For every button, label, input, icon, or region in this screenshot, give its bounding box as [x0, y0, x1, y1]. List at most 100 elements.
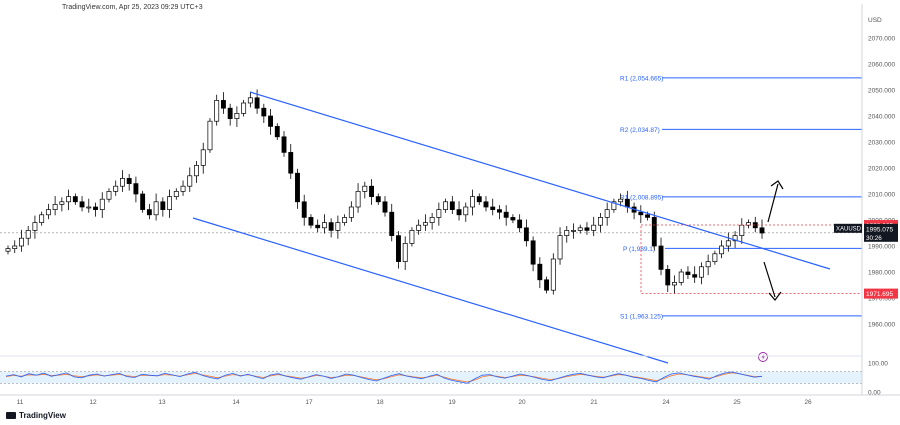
chart-header: TradingView.com, Apr 25, 2023 09:29 UTC+…: [62, 4, 203, 11]
time-tick-label: 20: [518, 399, 526, 406]
bull-candle: [604, 209, 610, 218]
bear-candle: [281, 136, 287, 153]
bear-candle: [517, 219, 523, 229]
bear-candle: [584, 227, 590, 231]
bull-candle: [19, 237, 24, 247]
tv-logo-icon: [6, 412, 16, 419]
osc-band: [0, 371, 862, 384]
bear-candle: [72, 196, 78, 203]
bear-candle: [503, 211, 509, 218]
bear-candle: [638, 211, 644, 216]
osc-main-line: [5, 371, 763, 384]
bear-candle: [537, 263, 543, 281]
last-price-tag-bg: [864, 223, 898, 242]
bull-candle: [732, 235, 738, 242]
bull-candle: [362, 185, 368, 192]
bull-candle: [173, 191, 179, 197]
candles-layer: [5, 89, 765, 295]
bear-candle: [369, 185, 374, 197]
price-tick-label: 1970.000: [868, 296, 895, 303]
bull-candle: [402, 243, 408, 262]
bull-candle: [746, 222, 751, 226]
bull-candle: [200, 149, 206, 166]
bull-candle: [99, 198, 105, 210]
bear-candle: [510, 217, 516, 221]
bull-candle: [725, 240, 731, 247]
bull-candle: [180, 185, 186, 192]
price-tick-label: 2050.000: [868, 88, 895, 95]
tradingview-logo: TradingView: [6, 411, 66, 420]
bull-candle: [187, 175, 193, 187]
bull-candle: [106, 191, 112, 200]
bull-candle: [739, 224, 745, 236]
bull-candle: [52, 204, 58, 210]
bear-candle: [79, 201, 85, 208]
bear-candle: [490, 206, 496, 210]
price-tick-label: 2020.000: [868, 166, 895, 173]
bull-candle: [355, 191, 361, 208]
time-tick-label: 11: [17, 399, 24, 406]
bear-candle: [295, 172, 300, 203]
pivot-level-label: R2 (2,034.87): [620, 127, 660, 134]
bull-candle: [429, 217, 435, 223]
bear-candle: [140, 193, 146, 210]
bull-candle: [719, 245, 725, 255]
bull-candle: [86, 206, 92, 209]
bull-candle: [705, 261, 711, 268]
bear-candle: [544, 279, 550, 291]
lightning-icon-glyph: [761, 353, 765, 361]
countdown-text: 30:26: [866, 235, 882, 242]
bear-candle: [160, 201, 166, 210]
osc-tick-label: 0.00: [868, 390, 881, 397]
arrow-down-head: [768, 291, 782, 301]
bear-candle: [396, 235, 401, 262]
bear-candle: [268, 115, 273, 127]
osc-signal-line: [5, 372, 763, 383]
bear-candle: [301, 201, 307, 218]
bull-candle: [39, 214, 45, 223]
bear-candle: [382, 201, 388, 213]
bull-candle: [5, 248, 11, 252]
time-tick-label: 14: [232, 399, 240, 406]
bear-candle: [315, 224, 321, 229]
channel-upper-line: [249, 91, 831, 270]
bull-candle: [591, 224, 597, 231]
bull-candle: [698, 266, 704, 278]
bear-candle: [476, 196, 482, 203]
bear-candle: [456, 209, 462, 216]
bull-candle: [153, 201, 159, 216]
bull-candle: [557, 235, 563, 260]
bull-candle: [32, 222, 38, 231]
bear-candle: [146, 209, 152, 216]
bear-candle: [685, 271, 691, 275]
bull-candle: [167, 196, 173, 210]
price-tick-label: 1980.000: [868, 270, 895, 277]
time-tick-label: 26: [804, 399, 812, 406]
last-price-text: 1995.075: [866, 226, 893, 233]
currency-label: USD: [868, 17, 882, 24]
bear-candle: [759, 227, 765, 234]
price-tick-label: 2060.000: [868, 62, 895, 69]
bull-candle: [409, 230, 415, 244]
bull-candle: [241, 102, 247, 114]
bull-candle: [113, 185, 119, 192]
price-tick-label: 2070.000: [868, 36, 895, 43]
bull-candle: [463, 206, 469, 216]
price-tick-label: 2030.000: [868, 140, 895, 147]
channel-lower-line: [192, 217, 669, 364]
bear-candle: [227, 107, 233, 119]
bull-candle: [335, 222, 341, 231]
bull-candle: [678, 271, 684, 283]
bull-candle: [416, 224, 422, 231]
bull-candle: [712, 253, 718, 262]
bear-candle: [220, 100, 226, 109]
bull-candle: [321, 222, 327, 229]
lightning-icon: [758, 352, 768, 362]
price-tick-label: 2010.000: [868, 192, 895, 199]
range-box: [640, 224, 863, 294]
bull-candle: [234, 113, 240, 119]
symbol-tag-text: XAUUSD: [836, 227, 862, 233]
bull-candle: [618, 198, 624, 203]
bear-candle: [288, 152, 294, 174]
